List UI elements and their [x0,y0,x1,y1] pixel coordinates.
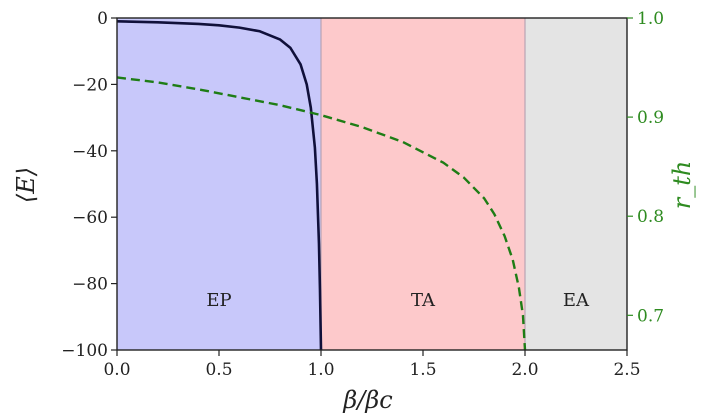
region-ta [321,18,525,350]
right-axis-label: r_th [668,161,696,210]
region-labels: EP TA EA [206,290,590,311]
r-th-dashed-curve [116,76,527,351]
region-label-ta: TA [411,290,436,311]
y-tick-label: −80 [72,275,108,295]
y-tick-label: −60 [72,208,108,228]
y-axis-label: ⟨E⟩ [12,167,40,203]
energy-curve [116,20,323,351]
region-label-ep: EP [206,290,231,311]
region-ea [525,18,627,350]
x-tick-label: 1.0 [307,360,334,380]
x-tick-label: 2.0 [511,360,538,380]
x-tick-label: 2.5 [613,360,640,380]
y-tick-label: −40 [72,142,108,162]
right-tick-label: 1.0 [637,9,664,29]
region-label-ea: EA [563,290,590,311]
x-tick-label: 1.5 [409,360,436,380]
curves [116,20,527,351]
phase-regions [117,18,627,350]
y-tick-label: −100 [61,341,108,361]
y-tick-label: −20 [72,75,108,95]
right-tick-label: 0.9 [637,108,664,128]
x-tick-label: 0.5 [205,360,232,380]
x-tick-label: 0.0 [103,360,130,380]
region-ep [117,18,321,350]
plot-frame [116,17,628,351]
right-tick-label: 0.8 [637,207,664,227]
right-tick-label: 0.7 [637,306,664,326]
axis-ticks: 0.0 0.5 1.0 1.5 2.0 2.5 0 −20 −40 −60 −80 −100 1.0 0.… [61,9,664,380]
x-axis-label: β/βc [342,386,392,414]
y-tick-label: 0 [97,9,108,29]
